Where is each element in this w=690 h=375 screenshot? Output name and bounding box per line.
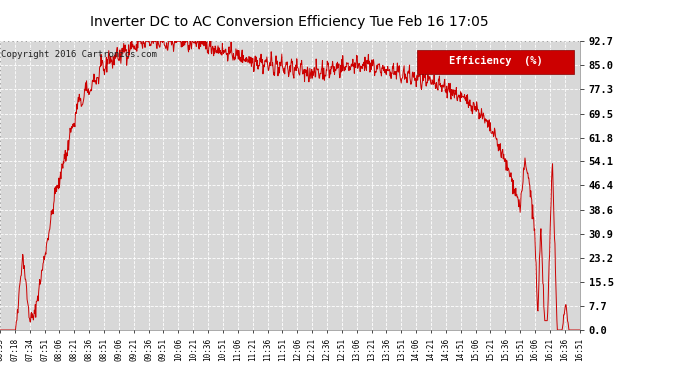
Text: Inverter DC to AC Conversion Efficiency Tue Feb 16 17:05: Inverter DC to AC Conversion Efficiency …: [90, 15, 489, 29]
Text: Efficiency  (%): Efficiency (%): [448, 57, 542, 66]
Text: Copyright 2016 Cartronics.com: Copyright 2016 Cartronics.com: [1, 50, 157, 59]
FancyBboxPatch shape: [417, 50, 574, 75]
